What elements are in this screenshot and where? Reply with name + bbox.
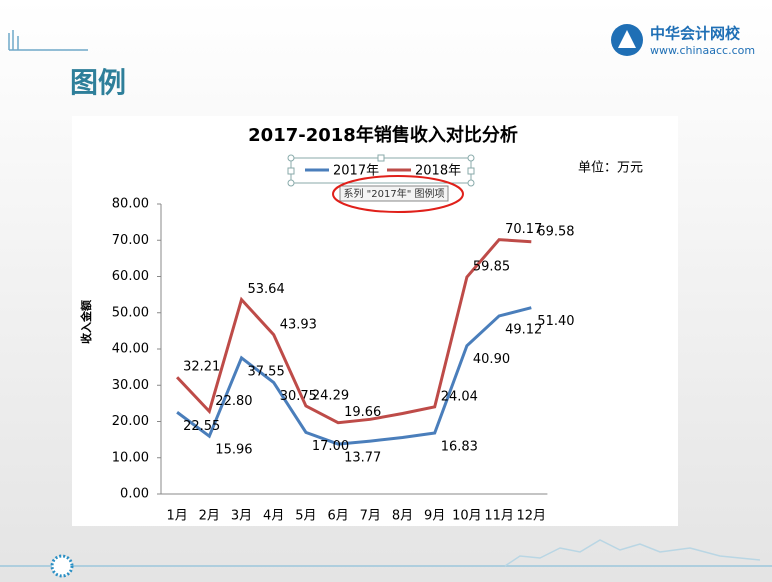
data-label: 43.93: [280, 317, 317, 332]
y-tick-label: 0.00: [120, 487, 149, 502]
data-label: 30.75: [280, 389, 317, 404]
y-tick-label: 70.00: [112, 233, 149, 248]
x-tick-label: 7月: [360, 509, 381, 524]
data-label: 51.40: [537, 314, 574, 329]
data-label: 32.21: [183, 360, 220, 375]
legend-frame: [287, 154, 475, 187]
y-tick-label: 20.00: [112, 414, 149, 429]
y-axis-label: 收入金额: [79, 300, 93, 344]
corner-deco: [8, 30, 88, 51]
x-tick-label: 9月: [424, 509, 445, 524]
chart-title: 2017-2018年销售收入对比分析: [248, 124, 518, 146]
logo-name: 中华会计网校: [650, 25, 741, 43]
data-label: 22.55: [183, 419, 220, 434]
footer-circle: [50, 554, 74, 578]
x-tick-label: 10月: [452, 509, 482, 524]
data-label: 37.55: [248, 364, 285, 379]
series-line: [176, 306, 532, 446]
tooltip-box: [339, 185, 449, 202]
logo-url: www.chinaacc.com: [650, 44, 755, 57]
skyline: [504, 539, 761, 567]
data-label: 59.85: [473, 260, 510, 275]
data-label: 22.80: [215, 394, 252, 409]
x-tick-label: 3月: [231, 509, 252, 524]
data-label: 24.04: [441, 389, 478, 404]
legend-label: 2018年: [415, 164, 461, 179]
unit-label: 单位：万元: [578, 161, 643, 176]
series-line: [176, 238, 532, 425]
x-tick-label: 5月: [295, 509, 316, 524]
data-label: 16.83: [441, 439, 478, 454]
data-label: 40.90: [473, 352, 510, 367]
data-label: 49.12: [505, 322, 542, 337]
x-tick-label: 4月: [263, 509, 284, 524]
legend: 2017年 2018年: [305, 164, 461, 179]
y-tick-label: 30.00: [112, 378, 149, 393]
x-tick-label: 12月: [517, 509, 547, 524]
y-tick-label: 60.00: [112, 269, 149, 284]
y-tick-label: 80.00: [112, 197, 149, 212]
data-label: 15.96: [215, 443, 252, 458]
data-label: 13.77: [344, 451, 381, 466]
x-tick-label: 8月: [392, 509, 413, 524]
y-tick-label: 10.00: [112, 450, 149, 465]
data-label: 19.66: [344, 405, 381, 420]
logo-glyph: [618, 30, 636, 48]
data-label: 53.64: [248, 282, 285, 297]
x-tick-label: 1月: [166, 509, 187, 524]
highlight-ellipse: [332, 175, 464, 213]
x-tick-label: 6月: [327, 509, 348, 524]
x-tick-label: 11月: [484, 509, 514, 524]
tooltip: 系列 "2017年" 图例项: [343, 187, 444, 200]
plot: 0.00 10.00 20.00 30.00 40.00 50.00 60.00 70.00 8…: [112, 197, 575, 524]
data-label: 70.17: [505, 222, 542, 237]
chart-area: [72, 116, 678, 526]
data-label: 17.00: [312, 439, 349, 454]
y-tick-label: 40.00: [112, 342, 149, 357]
data-label: 24.29: [312, 388, 349, 403]
x-tick-label: 2月: [199, 509, 220, 524]
y-tick-label: 50.00: [112, 305, 149, 320]
slide-title: 图例: [70, 66, 126, 99]
data-label: 69.58: [537, 224, 574, 239]
legend-label: 2017年: [333, 164, 379, 179]
